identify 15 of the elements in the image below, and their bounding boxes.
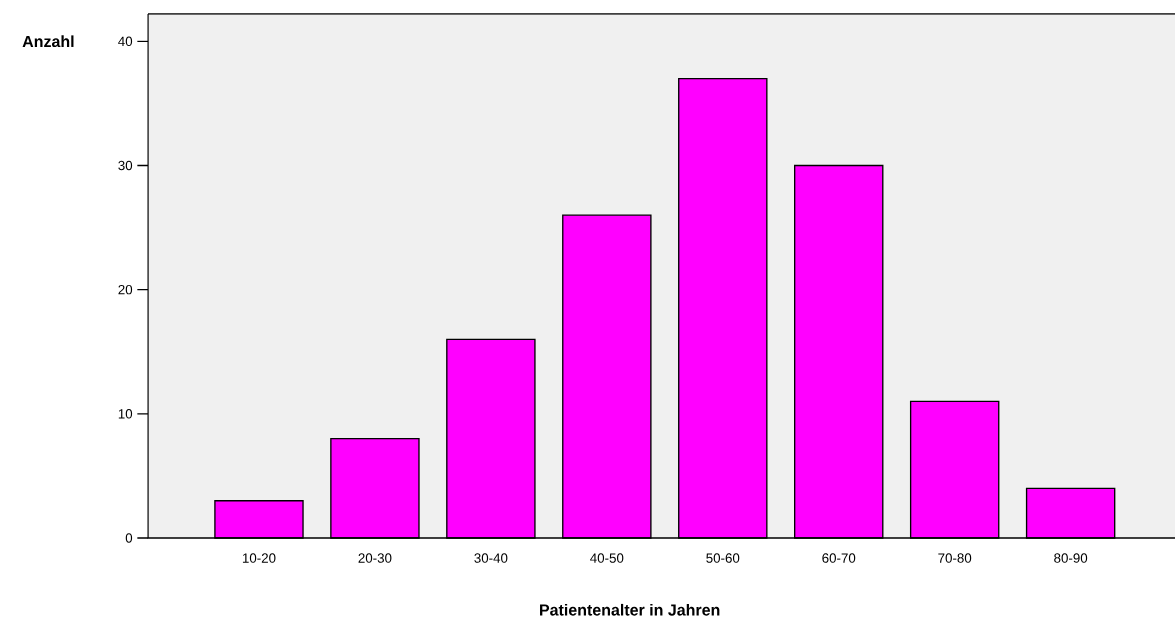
x-tick-label: 10-20 bbox=[242, 553, 276, 563]
y-tick-label: 20 bbox=[118, 284, 133, 295]
x-tick-label: 20-30 bbox=[358, 553, 392, 563]
x-tick-label: 50-60 bbox=[706, 553, 740, 563]
x-tick-label: 30-40 bbox=[474, 553, 508, 563]
x-tick-label: 70-80 bbox=[938, 553, 972, 563]
y-tick-label: 30 bbox=[118, 160, 133, 171]
y-tick-label: 40 bbox=[118, 36, 133, 47]
y-tick-label: 10 bbox=[118, 409, 133, 419]
x-tick-label: 60-70 bbox=[822, 553, 856, 563]
y-tick-label: 0 bbox=[125, 533, 133, 543]
x-tick-label: 40-50 bbox=[590, 553, 624, 563]
x-tick-label: 80-90 bbox=[1054, 553, 1088, 563]
x-axis-title: Patientenalter in Jahren bbox=[540, 603, 720, 616]
y-axis-title: Anzahl bbox=[22, 35, 74, 48]
